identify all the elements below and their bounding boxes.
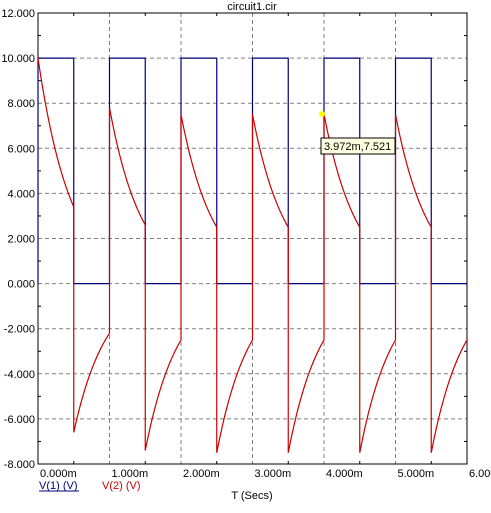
cursor-tooltip <box>320 137 396 155</box>
y-tick-label: 12.000 <box>1 8 35 20</box>
cursor-readout: 3.972m,7.521 <box>318 111 396 155</box>
x-tick-label: 6.000m <box>469 468 491 480</box>
y-tick-label: -2.000 <box>4 324 35 336</box>
chart-title: circuit1.cir <box>227 1 277 13</box>
series-line-v2 <box>37 58 468 453</box>
x-tick-label: 2.000m <box>183 468 220 480</box>
y-tick-label: -4.000 <box>4 369 35 381</box>
x-axis-label: T (Secs) <box>231 490 272 502</box>
y-tick-label: -8.000 <box>4 459 35 471</box>
y-axis-tick-labels: 12.000 10.000 8.000 6.000 4.000 2.000 0.000 -2.… <box>1 8 35 471</box>
x-tick-label: 1.000m <box>112 468 149 480</box>
legend-entry[interactable]: V(2) (V) <box>102 480 141 492</box>
cursor-marker[interactable] <box>318 111 325 118</box>
legend[interactable]: V(1) (V) V(2) (V) <box>39 480 141 492</box>
x-tick-label: 0.000m <box>40 468 77 480</box>
y-tick-label: 8.000 <box>7 98 35 110</box>
series-layer <box>37 57 468 453</box>
x-tick-label: 4.000m <box>326 468 363 480</box>
y-tick-label: 6.000 <box>7 143 35 155</box>
x-axis-tick-labels: 0.000m 1.000m 2.000m 3.000m 4.000m 5.000m 6.00… <box>40 468 491 480</box>
x-tick-label: 3.000m <box>255 468 292 480</box>
y-tick-label: -6.000 <box>4 414 35 426</box>
y-tick-label: 0.000 <box>7 279 35 291</box>
cursor-value-label: 3.972m,7.521 <box>324 141 391 153</box>
y-tick-label: 4.000 <box>7 188 35 200</box>
y-tick-label: 2.000 <box>7 234 35 246</box>
x-tick-label: 5.000m <box>398 468 435 480</box>
legend-entry[interactable]: V(1) (V) <box>39 480 78 492</box>
y-tick-label: 10.000 <box>1 53 35 65</box>
